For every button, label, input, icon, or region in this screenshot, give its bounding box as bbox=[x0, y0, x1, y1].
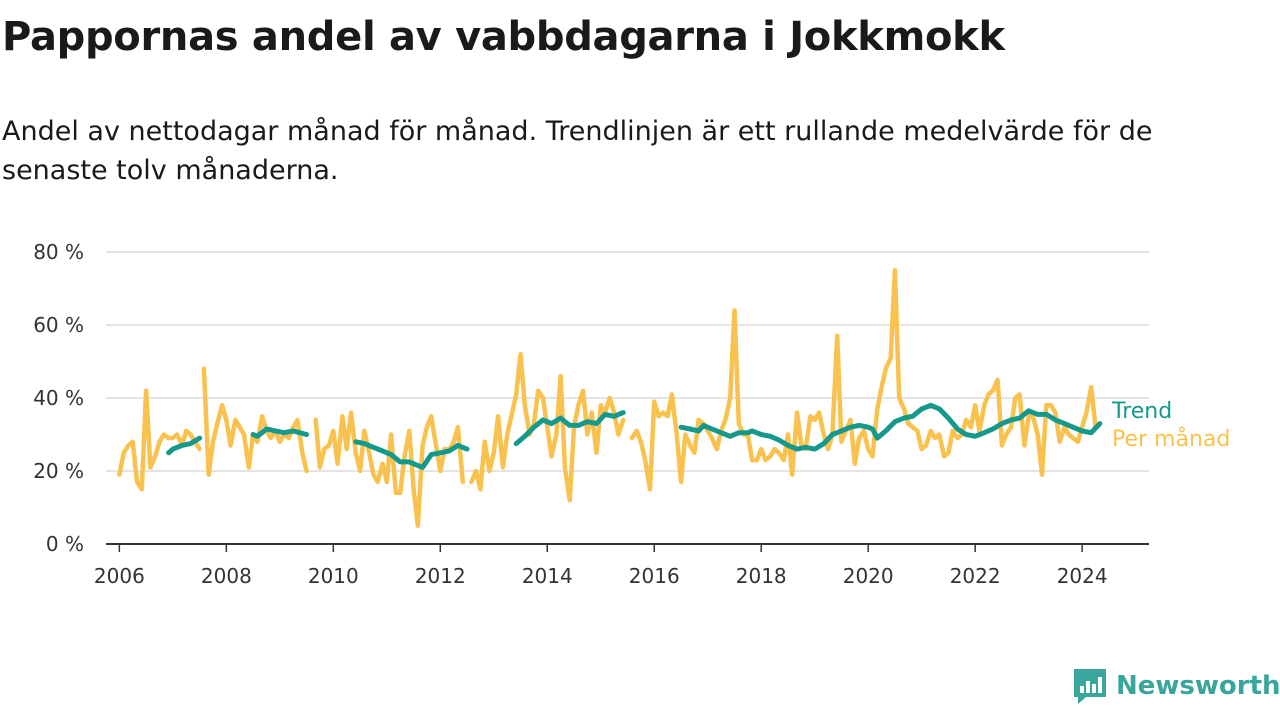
x-tick-label: 2010 bbox=[308, 564, 359, 588]
y-tick-label: 0 % bbox=[46, 532, 84, 556]
series-line-per-manad bbox=[201, 366, 309, 477]
x-tick-label: 2006 bbox=[94, 564, 145, 588]
x-tick-label: 2020 bbox=[843, 564, 894, 588]
legend-trend: Trend bbox=[1111, 399, 1172, 424]
gridlines bbox=[106, 251, 1149, 472]
legend-per-manad: Per månad bbox=[1112, 426, 1230, 452]
y-tick-label: 80 % bbox=[33, 240, 84, 264]
series-lines bbox=[117, 268, 1103, 529]
series-line-per-manad bbox=[629, 268, 1098, 492]
series-line-per-manad bbox=[469, 351, 626, 503]
chart-title: Pappornas andel av vabbdagarna i Jokkmok… bbox=[2, 14, 1005, 60]
newsworthy-logo-icon bbox=[1074, 669, 1106, 704]
x-tick-label: 2024 bbox=[1057, 564, 1108, 588]
series-line-trend bbox=[166, 435, 203, 456]
series-line-trend bbox=[678, 402, 1103, 452]
x-tick-label: 2008 bbox=[201, 564, 252, 588]
y-tick-label: 60 % bbox=[33, 313, 84, 337]
x-tick-label: 2022 bbox=[950, 564, 1001, 588]
y-tick-label: 20 % bbox=[33, 459, 84, 483]
x-tick-label: 2018 bbox=[736, 564, 787, 588]
y-axis-ticks: 0 % 20 % 40 % 60 % 80 % bbox=[33, 240, 84, 556]
x-axis-ticks: 2006 2008 2010 2012 2014 2016 2018 2020 2022 2024 bbox=[94, 543, 1149, 588]
x-tick-label: 2014 bbox=[522, 564, 573, 588]
series-line-trend bbox=[353, 439, 470, 470]
x-tick-label: 2012 bbox=[415, 564, 466, 588]
brand-logo: Newsworthy bbox=[1072, 666, 1280, 706]
brand-name: Newsworthy bbox=[1116, 671, 1280, 701]
y-tick-label: 40 % bbox=[33, 386, 84, 410]
series-line-trend bbox=[513, 410, 626, 447]
x-tick-label: 2016 bbox=[629, 564, 680, 588]
series-line-trend bbox=[250, 426, 310, 439]
series-line-per-manad bbox=[117, 388, 202, 492]
series-line-per-manad bbox=[313, 410, 466, 529]
chart-subtitle: Andel av nettodagar månad för månad. Tre… bbox=[2, 116, 1153, 186]
